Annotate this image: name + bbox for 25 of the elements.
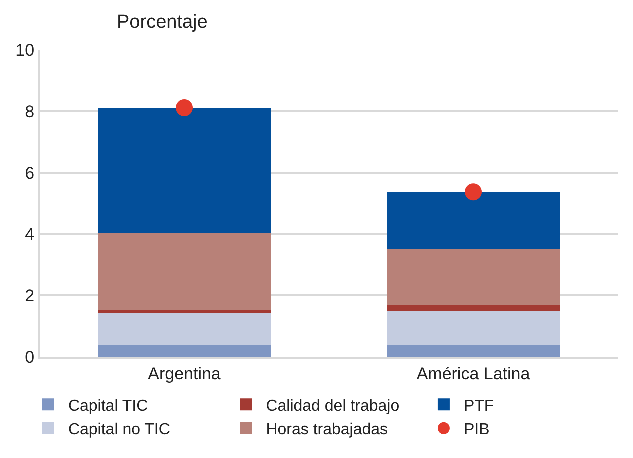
y-tick-label: 10 <box>16 40 35 60</box>
y-tick-label: 0 <box>25 348 35 367</box>
legend-label: Horas trabajadas <box>266 422 388 439</box>
bar <box>98 313 272 346</box>
y-axis-title: Porcentaje <box>117 12 208 33</box>
bar <box>386 305 560 311</box>
legend-label: PTF <box>464 398 494 415</box>
y-tick-label: 8 <box>25 102 35 122</box>
bar <box>386 346 560 357</box>
bar <box>98 108 272 233</box>
bar <box>98 346 272 357</box>
x-tick-label: América Latina <box>416 364 531 384</box>
legend-label: PIB <box>464 422 490 439</box>
y-tick-label: 6 <box>25 164 35 183</box>
bar <box>98 310 272 314</box>
y-tick-label: 4 <box>25 225 35 244</box>
x-tick-label: Argentina <box>148 364 222 384</box>
legend-label: Capital TIC <box>68 398 148 415</box>
legend-label: Calidad del trabajo <box>266 398 400 415</box>
bar <box>386 192 560 250</box>
bar <box>386 310 560 346</box>
legend-label: Capital no TIC <box>68 422 170 439</box>
bar <box>386 250 560 306</box>
y-tick-label: 2 <box>25 286 35 306</box>
bar <box>98 232 272 310</box>
